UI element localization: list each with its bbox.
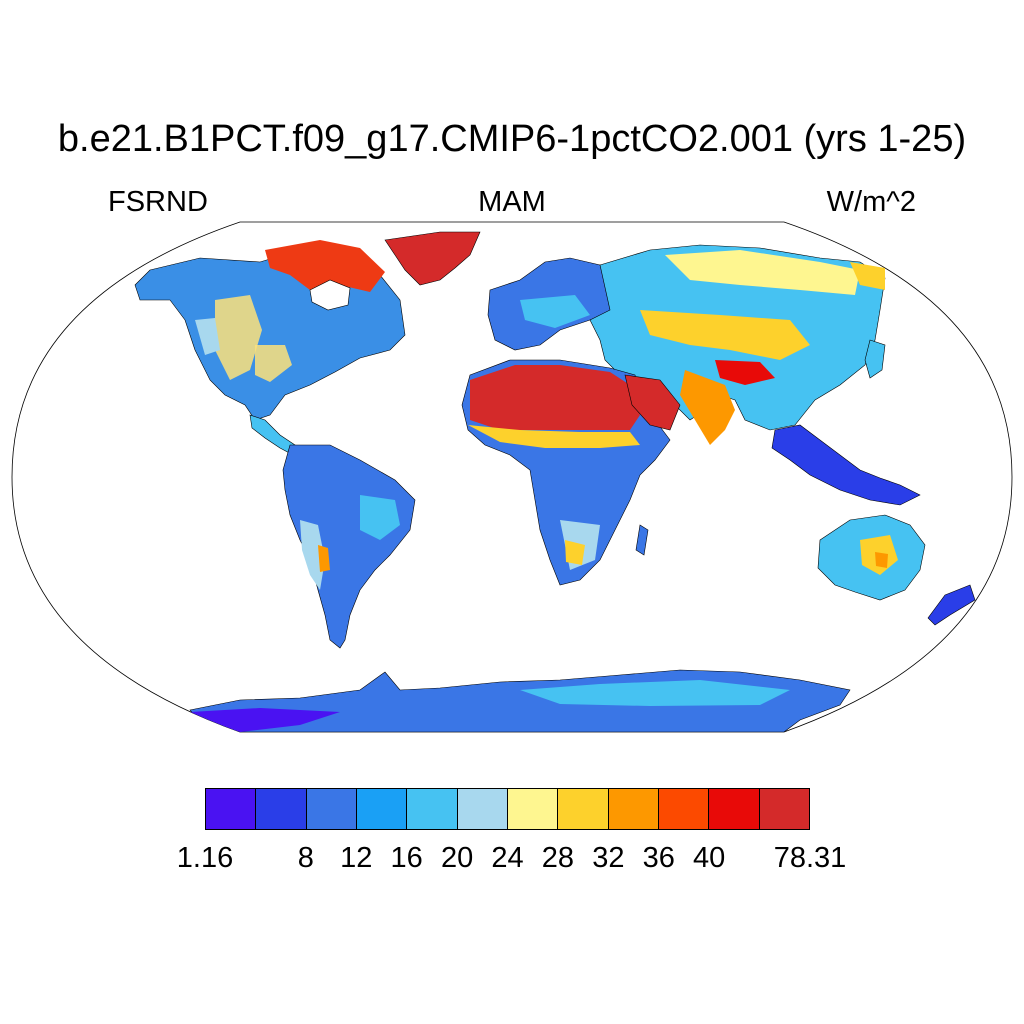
colorbar-swatch [457,789,508,829]
greenland [384,231,481,286]
south-america [282,444,416,649]
india-orange [680,370,735,445]
south-america-east-light [360,495,400,540]
southeast-asia [771,424,921,506]
colorbar-swatch [709,789,760,829]
antarctica-west-dark [190,708,340,732]
australia-interior-orange [875,552,888,568]
arabia [624,374,681,431]
colorbar-swatch [306,789,357,829]
canada-arctic-red [265,240,385,292]
hudson-bay [309,279,351,311]
colorbar-swatch [256,789,307,829]
map-title: b.e21.B1PCT.f09_g17.CMIP6-1pctCO2.001 (y… [57,118,967,160]
units-label: W/m^2 [826,186,916,218]
north-america-west-light [195,318,220,355]
colorbar-swatch [356,789,408,829]
new-zealand [927,584,976,626]
arctic-orange [850,262,885,290]
colorbar-swatch [759,789,809,829]
madagascar [635,524,649,556]
north-america-central-yellow [255,345,292,382]
tibet-red [715,360,775,385]
south-america-andes-orange [318,545,330,572]
variable-label: FSRND [108,186,208,218]
antarctica-east-light [520,680,790,706]
kalahari-yellow [565,540,585,565]
colorbar [205,788,810,830]
colorbar-swatch [558,789,609,829]
central-asia-yellow [640,310,810,360]
colorbar-swatch [608,789,659,829]
sahara-red [470,365,640,430]
colorbar-swatch [658,789,710,829]
south-america-andes-light [300,520,325,590]
sahel-yellow [468,425,640,448]
colorbar-swatch [407,789,458,829]
japan [864,339,886,379]
north-america-west-yellow [215,295,262,380]
europe-light [520,295,590,328]
colorbar-swatch [206,789,257,829]
season-label: MAM [478,186,546,218]
siberia-yellow [665,250,860,295]
colorbar-swatch [507,789,559,829]
